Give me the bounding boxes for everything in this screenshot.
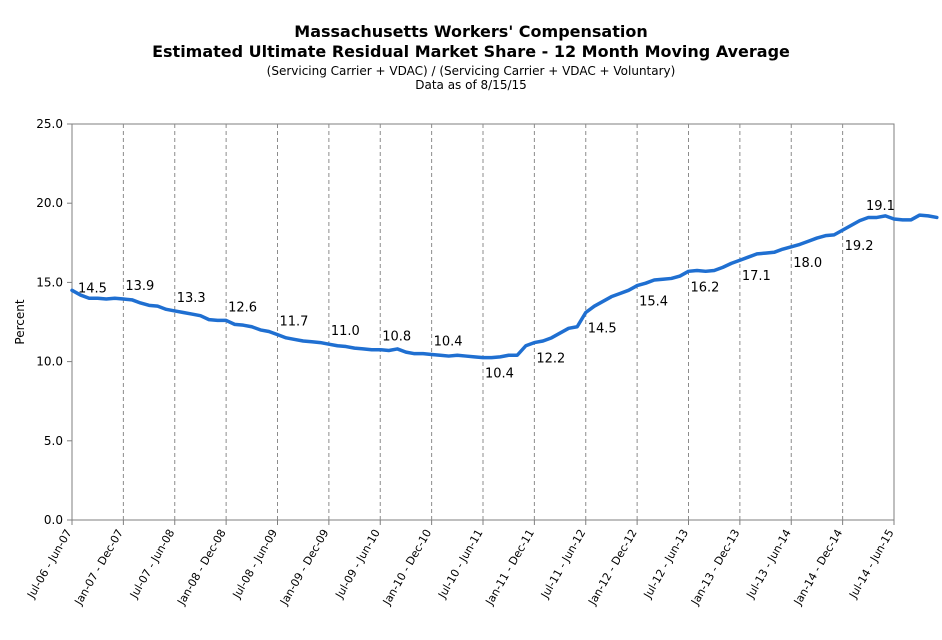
chart-data-date: Data as of 8/15/15: [415, 78, 527, 92]
data-label: 15.4: [639, 295, 668, 310]
y-tick-label: 5.0: [44, 434, 63, 448]
x-tick-label: Jan-11 - Dec-11: [483, 527, 537, 608]
y-tick-label: 10.0: [36, 355, 63, 369]
chart-title: Massachusetts Workers' Compensation: [294, 22, 648, 41]
data-label: 19.1: [866, 199, 895, 214]
x-tick-label: Jul-06 - Jun-07: [24, 527, 74, 601]
x-tick-label: Jul-10 - Jun-11: [435, 527, 485, 601]
data-label: 13.3: [177, 291, 206, 306]
x-tick-label: Jul-08 - Jun-09: [230, 527, 280, 601]
data-label: 12.2: [536, 352, 565, 367]
x-tick-label: Jul-13 - Jun-14: [743, 527, 793, 601]
y-tick-label: 15.0: [36, 275, 63, 289]
y-tick-label: 25.0: [36, 117, 63, 131]
data-label: 19.2: [845, 239, 874, 254]
y-tick-label: 0.0: [44, 513, 63, 527]
chart-formula: (Servicing Carrier + VDAC) / (Servicing …: [266, 64, 676, 78]
data-label: 11.0: [331, 324, 360, 339]
data-label: 16.2: [691, 280, 720, 295]
x-tick-label: Jul-09 - Jun-10: [332, 527, 382, 601]
data-label: 17.1: [742, 269, 771, 284]
x-tick-label: Jan-10 - Dec-10: [380, 527, 434, 608]
series-line: [70, 213, 939, 360]
data-label: 14.5: [78, 281, 107, 296]
x-tick-label: Jan-13 - Dec-13: [688, 527, 742, 608]
x-tick-label: Jul-14 - Jun-15: [846, 527, 896, 601]
data-label: 10.8: [382, 330, 411, 345]
data-label: 10.4: [485, 367, 514, 382]
x-tick-label: Jan-08 - Dec-08: [174, 527, 228, 608]
chart-titles: Massachusetts Workers' Compensation Esti…: [0, 22, 942, 92]
data-label: 14.5: [588, 321, 617, 336]
y-tick-label: 20.0: [36, 196, 63, 210]
x-tick-label: Jan-12 - Dec-12: [585, 527, 639, 608]
data-label: 10.4: [434, 334, 463, 349]
x-tick-label: Jul-07 - Jun-08: [127, 527, 177, 601]
data-label: 11.7: [280, 315, 309, 330]
x-tick-label: Jan-14 - Dec-14: [791, 527, 845, 608]
data-label: 13.9: [125, 279, 154, 294]
x-tick-label: Jan-09 - Dec-09: [277, 527, 331, 608]
x-tick-label: Jul-12 - Jun-13: [641, 527, 691, 601]
chart-subtitle: Estimated Ultimate Residual Market Share…: [152, 42, 790, 61]
y-axis-label: Percent: [13, 299, 27, 344]
data-label: 18.0: [793, 256, 822, 271]
data-label: 12.6: [228, 300, 257, 315]
x-tick-label: Jan-07 - Dec-07: [72, 527, 126, 608]
x-tick-label: Jul-11 - Jun-12: [538, 527, 588, 601]
